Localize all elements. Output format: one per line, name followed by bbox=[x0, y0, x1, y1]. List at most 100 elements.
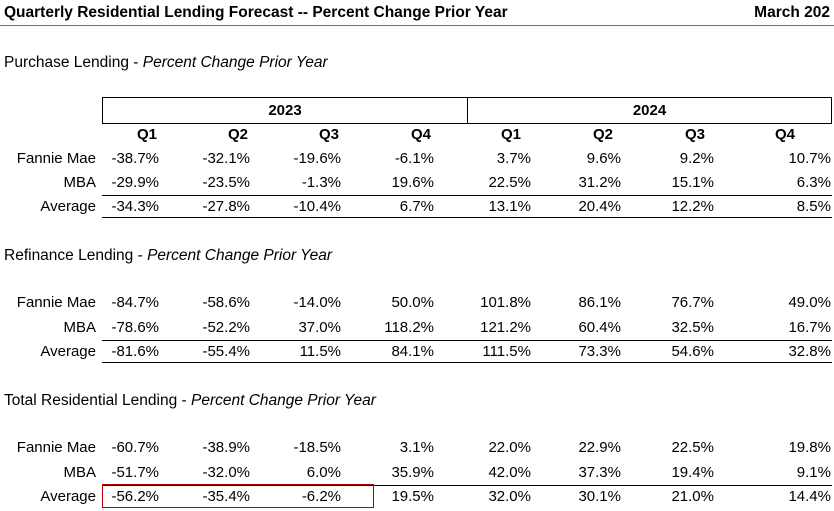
average-row-bottom-border bbox=[102, 217, 832, 218]
data-cell: -38.9% bbox=[202, 439, 250, 456]
data-cell: 42.0% bbox=[488, 464, 531, 481]
data-cell: 60.4% bbox=[578, 319, 621, 336]
row-label: Average bbox=[40, 198, 96, 215]
data-cell: 14.4% bbox=[788, 488, 831, 505]
data-cell: 6.0% bbox=[306, 464, 341, 481]
data-cell: 30.1% bbox=[578, 488, 621, 505]
data-cell: 54.6% bbox=[671, 343, 714, 360]
section-subtitle: Percent Change Prior Year bbox=[190, 392, 376, 409]
row-label: MBA bbox=[63, 174, 96, 191]
data-cell: 8.5% bbox=[796, 198, 831, 215]
data-cell: -35.4% bbox=[202, 488, 250, 505]
section-name: Total Residential Lending bbox=[4, 392, 178, 409]
data-cell: 19.5% bbox=[391, 488, 434, 505]
section-name: Purchase Lending bbox=[4, 54, 129, 71]
average-row-top-border bbox=[102, 195, 832, 196]
row-label: MBA bbox=[63, 319, 96, 336]
data-cell: 21.0% bbox=[671, 488, 714, 505]
data-cell: 37.3% bbox=[578, 464, 621, 481]
data-cell: 16.7% bbox=[788, 319, 831, 336]
year-header-2024: 2024 bbox=[632, 102, 667, 119]
data-cell: -1.3% bbox=[301, 174, 341, 191]
data-cell: -6.2% bbox=[301, 488, 341, 505]
section-name: Refinance Lending bbox=[4, 247, 134, 264]
data-cell: 50.0% bbox=[391, 294, 434, 311]
data-cell: 22.5% bbox=[671, 439, 714, 456]
quarter-header: Q2 bbox=[592, 126, 613, 143]
data-cell: 3.1% bbox=[399, 439, 434, 456]
data-cell: -60.7% bbox=[111, 439, 159, 456]
section-title: Refinance Lending - Percent Change Prior… bbox=[4, 247, 332, 265]
data-cell: 15.1% bbox=[671, 174, 714, 191]
data-cell: -18.5% bbox=[293, 439, 341, 456]
data-cell: 11.5% bbox=[299, 343, 341, 360]
row-label: Fannie Mae bbox=[16, 150, 96, 167]
average-row-bottom-border bbox=[102, 362, 832, 363]
data-cell: -81.6% bbox=[111, 343, 159, 360]
data-cell: 9.6% bbox=[586, 150, 621, 167]
section-separator: - bbox=[133, 247, 148, 264]
data-cell: 12.2% bbox=[671, 198, 714, 215]
section-title: Total Residential Lending - Percent Chan… bbox=[4, 392, 376, 410]
data-cell: 20.4% bbox=[578, 198, 621, 215]
header-mid-border bbox=[102, 123, 832, 124]
data-cell: 84.1% bbox=[391, 343, 434, 360]
data-cell: -10.4% bbox=[293, 198, 341, 215]
year-header-2023: 2023 bbox=[268, 102, 302, 119]
data-cell: -27.8% bbox=[202, 198, 250, 215]
data-cell: -14.0% bbox=[293, 294, 341, 311]
data-cell: -6.1% bbox=[394, 150, 434, 167]
section-subtitle: Percent Change Prior Year bbox=[142, 54, 328, 71]
average-row-top-border bbox=[102, 485, 832, 486]
data-cell: -34.3% bbox=[111, 198, 159, 215]
data-cell: 19.4% bbox=[671, 464, 714, 481]
data-cell: 121.2% bbox=[480, 319, 531, 336]
data-cell: 3.7% bbox=[496, 150, 531, 167]
data-cell: 6.3% bbox=[796, 174, 831, 191]
data-cell: 9.2% bbox=[679, 150, 714, 167]
quarter-header: Q1 bbox=[136, 126, 157, 143]
data-cell: 32.0% bbox=[488, 488, 531, 505]
data-cell: -19.6% bbox=[293, 150, 341, 167]
data-cell: 49.0% bbox=[788, 294, 831, 311]
data-cell: 32.5% bbox=[671, 319, 714, 336]
row-label: MBA bbox=[63, 464, 96, 481]
title-bar bbox=[0, 0, 834, 26]
data-cell: 101.8% bbox=[480, 294, 531, 311]
data-cell: 19.8% bbox=[788, 439, 831, 456]
data-cell: 19.6% bbox=[391, 174, 434, 191]
quarter-header: Q3 bbox=[684, 126, 705, 143]
quarter-header: Q3 bbox=[318, 126, 339, 143]
data-cell: -51.7% bbox=[111, 464, 159, 481]
data-cell: -52.2% bbox=[202, 319, 250, 336]
header-left-border bbox=[102, 97, 103, 124]
data-cell: 73.3% bbox=[578, 343, 621, 360]
data-cell: 32.8% bbox=[788, 343, 831, 360]
quarter-header: Q1 bbox=[500, 126, 521, 143]
data-cell: 13.1% bbox=[488, 198, 531, 215]
row-label: Fannie Mae bbox=[16, 439, 96, 456]
data-cell: 6.7% bbox=[399, 198, 434, 215]
data-cell: -84.7% bbox=[111, 294, 159, 311]
data-cell: 118.2% bbox=[384, 319, 434, 336]
data-cell: -29.9% bbox=[111, 174, 159, 191]
data-cell: -55.4% bbox=[202, 343, 250, 360]
data-cell: -23.5% bbox=[202, 174, 250, 191]
data-cell: 9.1% bbox=[796, 464, 831, 481]
data-cell: 22.9% bbox=[578, 439, 621, 456]
row-label: Fannie Mae bbox=[16, 294, 96, 311]
quarter-header: Q4 bbox=[774, 126, 795, 143]
section-separator: - bbox=[128, 54, 143, 71]
row-label: Average bbox=[40, 343, 96, 360]
data-cell: 76.7% bbox=[671, 294, 714, 311]
quarter-header: Q4 bbox=[410, 126, 431, 143]
data-cell: -56.2% bbox=[111, 488, 159, 505]
row-label: Average bbox=[40, 488, 96, 505]
data-cell: 22.5% bbox=[488, 174, 531, 191]
section-subtitle: Percent Change Prior Year bbox=[147, 247, 333, 264]
data-cell: 31.2% bbox=[578, 174, 621, 191]
section-title: Purchase Lending - Percent Change Prior … bbox=[4, 54, 328, 72]
data-cell: -32.1% bbox=[202, 150, 250, 167]
data-cell: -32.0% bbox=[202, 464, 250, 481]
data-cell: 37.0% bbox=[298, 319, 341, 336]
